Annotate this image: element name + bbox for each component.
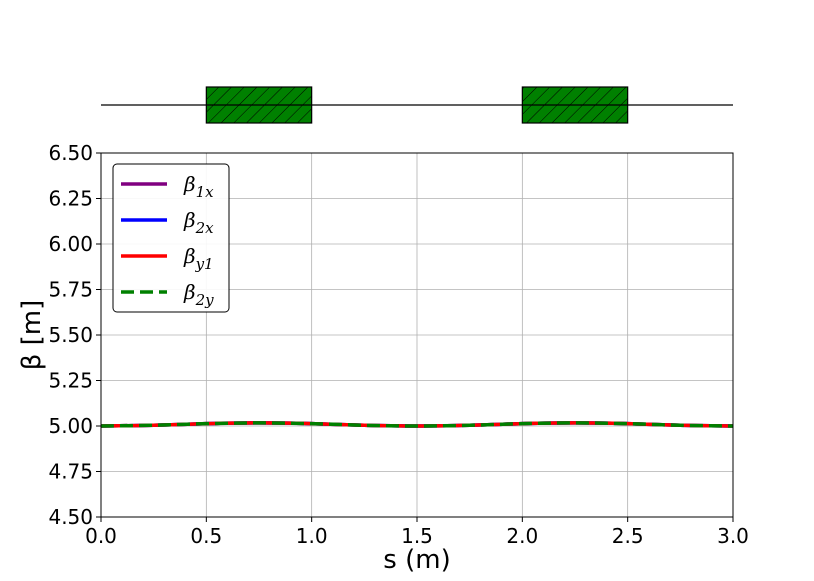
legend-label-subscript: y1 (195, 255, 214, 273)
plot-area: 0.0 0.5 1.0 1.5 2.0 2.5 3.0 4.50 4.75 5.00 5.25 5.… (48, 141, 748, 548)
x-tick-label: 0.5 (190, 524, 222, 548)
y-axis-label: β [m] (17, 300, 47, 370)
y-tick-label: 5.75 (48, 278, 93, 302)
x-tick-label: 3.0 (717, 524, 749, 548)
y-tick-label: 6.50 (48, 141, 93, 165)
y-tick-label: 4.75 (48, 460, 93, 484)
legend-label-symbol: β (183, 244, 196, 268)
y-tick-label: 5.00 (48, 414, 93, 438)
y-tick-label: 5.50 (48, 323, 93, 347)
legend-label-symbol: β (183, 280, 196, 304)
legend-label-2y: β2y (183, 280, 214, 309)
legend-label-1x: β1x (183, 172, 214, 201)
legend-label-subscript: 2x (195, 219, 215, 237)
x-axis-label: s (m) (383, 545, 450, 575)
x-axis-ticks: 0.0 0.5 1.0 1.5 2.0 2.5 3.0 (85, 517, 749, 548)
x-tick-label: 1.0 (296, 524, 328, 548)
legend-label-2x: β2x (183, 208, 214, 237)
series-lines (100, 421, 734, 428)
x-tick-label: 2.5 (612, 524, 644, 548)
y-tick-label: 6.00 (48, 232, 93, 256)
legend-box (112, 163, 230, 313)
legend-label-symbol: β (183, 172, 196, 196)
legend-label-symbol: β (183, 208, 196, 232)
y-axis-ticks: 4.50 4.75 5.00 5.25 5.50 5.75 6.00 6.25 6.50 (48, 141, 101, 529)
x-tick-label: 0.0 (85, 524, 117, 548)
legend-label-subscript: 2y (195, 291, 215, 309)
y-tick-label: 5.25 (48, 369, 93, 393)
x-tick-label: 2.0 (506, 524, 538, 548)
legend-label-subscript: 1x (196, 183, 215, 201)
legend-label-y1: βy1 (183, 244, 214, 273)
x-tick-label: 1.5 (401, 524, 433, 548)
y-tick-label: 6.25 (48, 187, 93, 211)
series-line-2y (100, 421, 734, 428)
lattice-layout (101, 86, 733, 124)
y-tick-label: 4.50 (48, 505, 93, 529)
